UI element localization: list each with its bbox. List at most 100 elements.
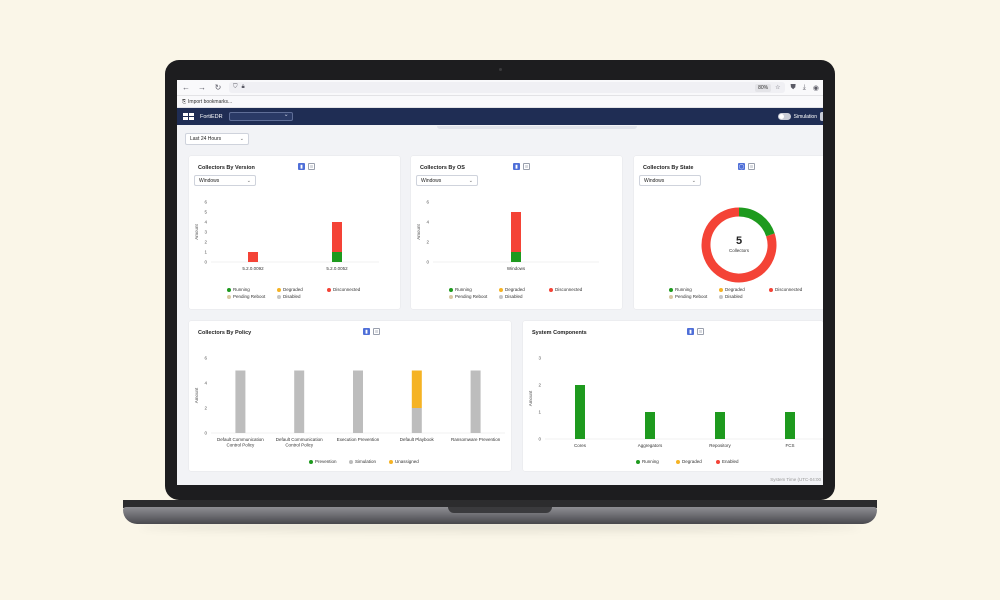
chart-view-icon[interactable]: ▮	[363, 328, 370, 335]
x-tick-label-line: Control Policy	[227, 443, 256, 448]
legend-item-degraded[interactable]: Degraded	[277, 286, 327, 293]
laptop-notch	[448, 507, 552, 513]
x-tick-label: Default Communication Control Policy	[276, 437, 323, 448]
os-filter-select[interactable]: Windows ⌄	[416, 175, 478, 186]
bar-running	[511, 252, 521, 262]
x-tick-label: 5.2.0.0092	[242, 266, 264, 271]
bar-running	[785, 412, 795, 439]
forward-icon[interactable]: →	[198, 83, 206, 92]
x-tick-label: Ransomware Prevention	[451, 437, 501, 442]
reload-icon[interactable]: ↻	[214, 83, 222, 92]
legend-dot	[277, 287, 281, 292]
simulation-toggle[interactable]	[777, 113, 791, 120]
bar-disconnected	[332, 222, 342, 252]
bar-disconnected	[248, 252, 258, 262]
y-axis-label: Amount	[416, 223, 421, 239]
pocket-icon[interactable]: ⛊	[790, 83, 796, 91]
legend: Prevention Simulation Unassigned	[309, 458, 429, 465]
star-icon[interactable]: ☆	[775, 85, 781, 91]
legend-item-unassigned[interactable]: Unassigned	[388, 458, 429, 465]
chart-view-icon[interactable]: ▮	[687, 328, 694, 335]
chevron-down-icon: ⌄	[691, 177, 696, 184]
legend-dot	[499, 287, 503, 292]
legend-dot	[348, 459, 353, 464]
bar-simulation	[470, 370, 481, 433]
legend-item-simulation[interactable]: Simulation	[348, 458, 389, 465]
legend-item-prevention[interactable]: Prevention	[309, 458, 349, 465]
x-tick-label-line: Default Communication	[217, 437, 264, 442]
header-menu-button[interactable]	[820, 112, 823, 121]
legend-item-disabled[interactable]: Disabled	[277, 293, 327, 300]
y-tick-label: 0	[204, 260, 207, 265]
import-bookmarks-link[interactable]: Import bookmarks...	[188, 98, 233, 105]
legend-label: Degraded	[725, 287, 745, 292]
chevron-down-icon: ⌄	[468, 177, 473, 184]
legend-dot	[769, 287, 773, 292]
y-tick-label: 3	[204, 230, 207, 235]
simulation-label: Simulation	[793, 113, 817, 120]
table-view-icon[interactable]: ☰	[748, 163, 755, 170]
legend-item-pending-reboot[interactable]: Pending Reboot	[669, 293, 719, 300]
download-icon[interactable]: ⤓	[802, 83, 806, 91]
donut-slice-running	[738, 207, 775, 237]
legend-item-disconnected[interactable]: Disconnected	[769, 286, 819, 293]
legend-item-running[interactable]: Running	[449, 286, 499, 293]
chart-view-icon[interactable]: ▮	[513, 163, 520, 170]
back-icon[interactable]: ←	[182, 83, 190, 92]
x-tick-label-line: Default Communication	[276, 437, 323, 442]
top-tab-handle	[437, 126, 637, 129]
laptop-shadow	[140, 522, 860, 532]
legend-item-degraded[interactable]: Degraded	[719, 286, 769, 293]
legend-item-disabled[interactable]: Disabled	[499, 293, 549, 300]
bar-unassigned	[411, 370, 422, 408]
y-tick-label: 5	[204, 210, 207, 215]
legend-item-disconnected[interactable]: Disconnected	[327, 286, 377, 293]
organization-select[interactable]	[228, 111, 293, 121]
legend-item-running[interactable]: Running	[669, 286, 719, 293]
table-view-icon[interactable]: ☰	[308, 163, 315, 170]
legend-item-pending-reboot[interactable]: Pending Reboot	[449, 293, 499, 300]
os-filter-select[interactable]: Windows ⌄	[639, 175, 701, 186]
legend: Running Degraded Disconnected Pending Reboo…	[449, 286, 599, 300]
zoom-level[interactable]: 80%	[755, 83, 772, 92]
legend-item-degraded[interactable]: Degraded	[675, 458, 716, 465]
x-tick-label: Execution Prevention	[337, 437, 380, 442]
screen: ← → ↻ ⛉ 🔒︎ 80% ☆ ⛊ ⤓ ◉ ⎘ Import bookmark…	[177, 80, 823, 485]
legend-label: Running	[233, 287, 250, 292]
y-axis-label: Amount	[194, 223, 199, 239]
y-tick-label: 2	[204, 406, 207, 411]
legend-item-disabled[interactable]: Disabled	[719, 293, 769, 300]
chart-by-state: 5 Collectors	[701, 207, 777, 283]
os-filter-value: Windows	[421, 177, 442, 184]
table-view-icon[interactable]: ☰	[697, 328, 704, 335]
chart-view-icon[interactable]: ▮	[298, 163, 305, 170]
legend-item-running[interactable]: Running	[636, 458, 676, 465]
legend-label: Unassigned	[394, 459, 419, 464]
laptop-hinge	[123, 500, 877, 508]
y-tick-label: 2	[204, 240, 207, 245]
legend-item-degraded[interactable]: Degraded	[499, 286, 549, 293]
collectors-total-label: Collectors	[729, 248, 750, 253]
os-filter-select[interactable]: Windows ⌄	[194, 175, 256, 186]
x-tick-label: 5.2.0.0052	[326, 266, 348, 271]
legend-item-running[interactable]: Running	[227, 286, 277, 293]
account-icon[interactable]: ◉	[812, 84, 819, 92]
legend-dot	[669, 287, 673, 292]
y-tick-label: 0	[538, 437, 541, 442]
table-view-icon[interactable]: ☰	[523, 163, 530, 170]
bar-running	[645, 412, 655, 439]
bar-running	[715, 412, 725, 439]
y-tick-label: 4	[426, 220, 429, 225]
legend-item-disconnected[interactable]: Disconnected	[549, 286, 599, 293]
y-tick-label: 6	[426, 200, 429, 205]
time-range-select[interactable]: Last 24 Hours ⌄	[185, 133, 249, 145]
legend-item-enabled[interactable]: Enabled	[715, 458, 756, 465]
legend-dot	[499, 294, 503, 299]
table-view-icon[interactable]: ☰	[373, 328, 380, 335]
url-bar[interactable]: ⛉ 🔒︎ 80% ☆	[229, 82, 785, 93]
legend-item-pending-reboot[interactable]: Pending Reboot	[227, 293, 277, 300]
legend-label: Disconnected	[333, 287, 361, 292]
donut-view-icon[interactable]: ◯	[738, 163, 745, 170]
chevron-down-icon: ⌄	[246, 177, 251, 184]
